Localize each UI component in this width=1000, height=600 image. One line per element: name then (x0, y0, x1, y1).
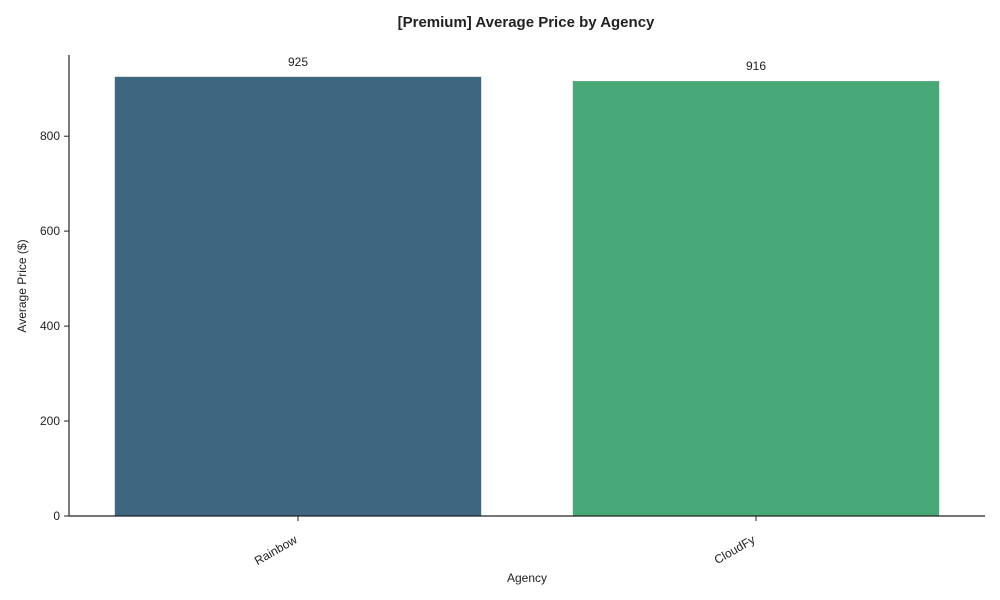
chart-title: [Premium] Average Price by Agency (398, 14, 655, 31)
y-tick-label: 400 (40, 319, 60, 333)
x-tick-label-rainbow: Rainbow (252, 532, 300, 568)
bar-rainbow (114, 76, 482, 517)
data-label-rainbow: 925 (288, 55, 308, 69)
y-tick-label: 600 (40, 224, 60, 238)
x-tick-label-cloudfy: CloudFy (712, 532, 758, 566)
y-tick-label: 200 (40, 414, 60, 428)
bar-cloudfy (572, 81, 940, 516)
y-tick-label: 800 (40, 129, 60, 143)
x-axis-label: Agency (507, 571, 547, 585)
y-axis-label: Average Price ($) (15, 239, 29, 332)
plot-area: 925 Rainbow 916 CloudFy 0 200 400 600 800 (40, 55, 985, 568)
y-tick-label: 0 (53, 509, 60, 523)
data-label-cloudfy: 916 (746, 59, 766, 73)
